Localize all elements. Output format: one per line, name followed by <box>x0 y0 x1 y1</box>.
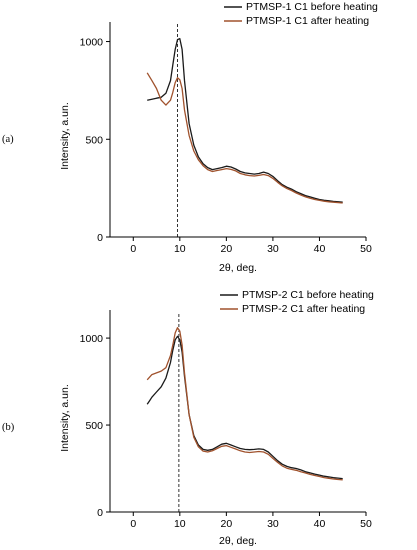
panel-a-x-tick-label: 10 <box>174 243 186 255</box>
panel-a-x-tick-label: 30 <box>267 243 279 255</box>
panel-b: (b) 0 10 20 30 40 50 0 500 1000 2θ, deg. Intens… <box>2 289 374 547</box>
panel-a-y-tick-label: 0 <box>97 232 103 244</box>
panel-a-y-axis-label: Intensity, a.un. <box>59 102 71 170</box>
panel-b-x-tick-label: 30 <box>267 518 279 530</box>
panel-a-label: (a) <box>2 134 14 145</box>
panel-b-y-tick-label: 1000 <box>80 333 104 345</box>
panel-a-x-tick-label: 20 <box>221 243 233 255</box>
panel-b-legend-label: PTMSP-2 C1 after heating <box>242 303 365 315</box>
panel-a-legend-label: PTMSP-1 C1 after heating <box>246 15 369 27</box>
panel-b-x-tick-label: 10 <box>174 518 186 530</box>
panel-b-label: (b) <box>2 422 15 433</box>
panel-b-y-axis-label: Intensity, a.un. <box>59 384 71 452</box>
panel-b-x-tick-label: 0 <box>130 518 136 530</box>
panel-b-x-axis-label: 2θ, deg. <box>219 535 257 547</box>
panel-b-x-tick-label: 50 <box>360 518 372 530</box>
panel-b-series-before-heating <box>146 335 343 480</box>
panel-a-series-before-heating <box>147 37 343 203</box>
panel-b-series-after-heating <box>146 327 343 481</box>
panel-a-x-axis-label: 2θ, deg. <box>219 262 257 274</box>
panel-a-series-after-heating <box>146 72 343 204</box>
panel-a-y-tick-label: 1000 <box>80 37 104 49</box>
panel-a-x-tick-label: 50 <box>360 243 372 255</box>
panel-a: (a) 0 10 20 30 40 50 0 500 1000 2θ, deg. Intens… <box>2 1 378 274</box>
panel-a-legend-label: PTMSP-1 C1 before heating <box>246 1 378 13</box>
panel-a-y-tick-label: 500 <box>85 134 103 146</box>
panel-b-x-tick-label: 40 <box>314 518 326 530</box>
panel-b-y-tick-label: 500 <box>85 420 103 432</box>
panel-a-x-tick-label: 40 <box>314 243 326 255</box>
panel-a-x-tick-label: 0 <box>130 243 136 255</box>
panel-b-x-tick-label: 20 <box>221 518 233 530</box>
panel-b-y-tick-label: 0 <box>97 507 103 519</box>
panel-b-legend-label: PTMSP-2 C1 before heating <box>242 289 374 301</box>
